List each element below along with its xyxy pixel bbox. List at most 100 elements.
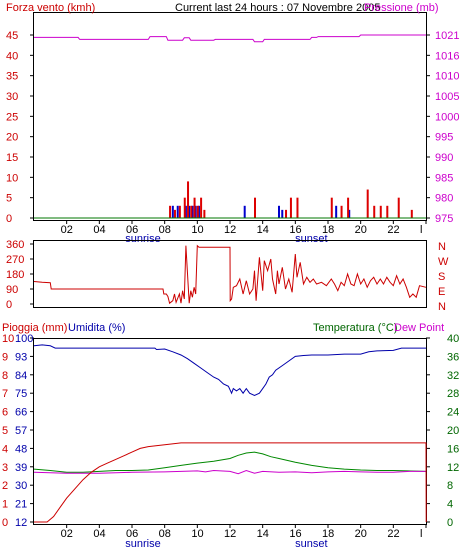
panel3-x-tick-label: 14 [257,528,269,540]
pressure-y-ticks: 975 980 985 990 995 1000 1005 1010 1016 1021 [426,30,459,225]
temperature-y-tick-label: 36 [447,351,459,363]
wind-bar [330,197,333,218]
panel1-x-tick-label: 16 [289,224,301,236]
rain-temp-frame [33,338,427,525]
panel1-x-ticks: 02 04 06 08 10 12 14 16 18 20 22 l sunrise sunset [61,220,427,245]
pressure-y-tick-label: 1016 [435,50,459,62]
humidity-line [33,344,426,397]
direction-y-tick-label: 90 [6,284,18,296]
temperature-y-tick-label: 12 [447,462,459,474]
rain-line [34,442,427,523]
humidity-y-tick-label: 12 [15,517,27,529]
wind-bar [289,197,292,218]
wind-y-ticks: 0 5 10 15 20 25 30 35 40 45 [6,30,34,225]
humidity-y-tick-label: 21 [15,499,27,511]
gust-bar [278,205,280,218]
humidity-y-tick-label: 100 [15,333,33,345]
rain-y-tick-label: 4 [2,443,8,455]
temperature-axis-title: Temperatura (°C) [313,322,397,334]
direction-y-tick-label: 360 [6,239,24,251]
gust-bar [191,205,194,218]
pressure-y-tick-label: 1010 [435,71,459,83]
panel3-x-tick-label: 20 [355,528,367,540]
wind-bar [285,209,288,218]
panel3-x-tick-label: 16 [289,528,301,540]
pressure-y-tick-label: 1000 [435,111,459,123]
wind-bar [347,197,350,218]
humidity-y-tick-label: 57 [15,425,27,437]
humidity-y-tick-label: 30 [15,480,27,492]
panel3-x-tick-label: 02 [61,528,73,540]
gust-bar [184,205,187,218]
wind-y-tick-label: 10 [6,172,18,184]
wind-bar [366,189,369,218]
humidity-y-tick-label: 93 [15,351,27,363]
pressure-y-tick-label: 995 [435,132,453,144]
panel3-sunrise-label: sunrise [125,538,160,550]
gust-bar [243,205,246,218]
panel3-sunset-label: sunset [295,538,327,550]
rain-y-tick-label: 1 [2,499,8,511]
dew-point-line [33,469,426,475]
humidity-axis-title: Umidita (%) [68,322,125,334]
wind-bar [397,197,400,218]
temperature-y-tick-label: 28 [447,388,459,400]
panel3-x-tick-label: l [420,528,422,540]
pressure-y-tick-label: 1021 [435,30,459,42]
panel1-sunrise-label: sunrise [125,233,160,245]
panel1-x-tick-label: 02 [61,224,73,236]
panel1-x-tick-label: 22 [387,224,399,236]
gust-bar [176,205,179,218]
temperature-y-tick-label: 0 [447,517,453,529]
wind-bar [410,209,413,218]
temperature-y-tick-label: 4 [447,499,453,511]
wind-bar [169,205,172,218]
rain-y-tick-label: 8 [2,370,8,382]
wind-bar [340,205,343,218]
wind-bar [190,205,193,218]
chart-header-title: Current last 24 hours : 07 Novembre 2005 [175,2,380,14]
wind-y-tick-label: 5 [6,193,12,205]
panel1-sunset-label: sunset [295,233,327,245]
panel1-x-tick-label: 14 [257,224,269,236]
wind-pressure-frame [33,12,427,221]
wind-bar [187,181,190,218]
pressure-line [34,34,426,43]
wind-y-tick-label: 45 [6,30,18,42]
wind-y-tick-label: 25 [6,111,18,123]
temperature-y-ticks: 0 4 8 12 16 20 24 28 32 36 40 [426,333,459,529]
panel3-x-tick-label: 04 [93,528,105,540]
gust-bar [188,205,191,218]
wind-axis-title: Forza vento (kmh) [6,2,95,14]
rain-y-tick-label: 6 [2,407,8,419]
panel1-x-tick-label: 04 [93,224,105,236]
wind-bar [183,197,186,218]
rain-y-tick-label: 3 [2,462,8,474]
humidity-y-tick-label: 48 [15,443,27,455]
humidity-y-tick-label: 39 [15,462,27,474]
temperature-y-tick-label: 32 [447,370,459,382]
rain-y-tick-label: 7 [2,388,8,400]
panel1-x-tick-label: 06 [126,224,138,236]
pressure-y-tick-label: 1005 [435,91,459,103]
rain-y-tick-label: 5 [2,425,8,437]
wind-y-tick-label: 40 [6,50,18,62]
panel1-x-tick-label: l [420,224,422,236]
gust-bar [194,205,197,218]
wind-y-tick-label: 35 [6,71,18,83]
direction-y-ticks: 0 90 180 270 360 [6,239,34,311]
direction-y-tick-label: 180 [6,269,24,281]
gust-bar [281,209,284,218]
temperature-line [33,451,427,473]
panel1-x-tick-label: 20 [355,224,367,236]
pressure-y-tick-label: 985 [435,172,453,184]
panel3-x-tick-label: 18 [322,528,334,540]
pressure-axis-title: Pressione (mb) [364,2,439,14]
wind-bar [193,197,196,218]
temperature-y-tick-label: 40 [447,333,459,345]
pressure-y-tick-label: 990 [435,152,453,164]
wind-y-tick-label: 20 [6,132,18,144]
